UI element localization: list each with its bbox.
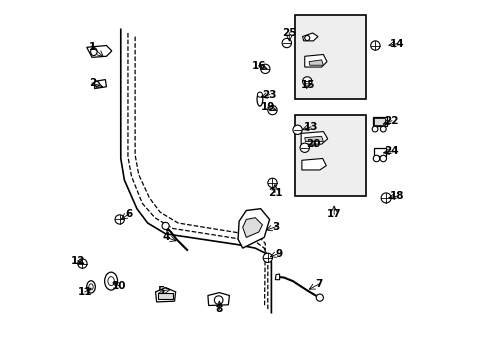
Text: 2: 2	[89, 78, 96, 88]
Bar	[294, 15, 366, 99]
Ellipse shape	[89, 284, 93, 290]
Ellipse shape	[104, 272, 117, 290]
Circle shape	[257, 92, 262, 97]
Ellipse shape	[86, 281, 95, 293]
Text: 13: 13	[303, 122, 317, 132]
Polygon shape	[301, 132, 327, 144]
Ellipse shape	[257, 93, 262, 106]
Text: 3: 3	[272, 222, 279, 231]
Circle shape	[263, 253, 272, 262]
Bar	[158, 293, 172, 299]
Circle shape	[115, 215, 124, 224]
Text: 24: 24	[384, 146, 398, 156]
Circle shape	[316, 294, 323, 301]
Text: 19: 19	[260, 102, 274, 112]
Circle shape	[162, 222, 169, 229]
Ellipse shape	[108, 276, 114, 285]
Text: 25: 25	[282, 28, 296, 38]
Polygon shape	[207, 293, 229, 306]
Bar	[294, 116, 366, 196]
Circle shape	[267, 105, 277, 115]
Text: 14: 14	[389, 39, 404, 49]
Text: 1: 1	[89, 42, 96, 52]
Polygon shape	[155, 288, 175, 302]
Text: 21: 21	[267, 188, 282, 198]
Polygon shape	[275, 274, 279, 280]
Circle shape	[304, 36, 309, 41]
Text: 15: 15	[301, 80, 315, 90]
Bar	[373, 118, 384, 125]
Text: 8: 8	[215, 304, 223, 314]
Text: 11: 11	[78, 287, 92, 297]
Polygon shape	[304, 136, 323, 141]
Polygon shape	[86, 45, 112, 57]
Text: 23: 23	[262, 90, 276, 100]
Circle shape	[380, 126, 386, 132]
Circle shape	[214, 296, 223, 305]
Text: 7: 7	[315, 279, 322, 289]
Bar	[372, 117, 386, 126]
Bar	[373, 148, 386, 156]
Polygon shape	[238, 209, 269, 248]
Text: 5: 5	[157, 286, 164, 296]
Text: 16: 16	[251, 61, 265, 71]
Circle shape	[371, 126, 377, 132]
Text: 17: 17	[326, 209, 341, 219]
Circle shape	[282, 39, 291, 48]
Polygon shape	[304, 54, 326, 67]
Text: 12: 12	[70, 256, 85, 266]
Circle shape	[292, 125, 302, 134]
Polygon shape	[301, 158, 325, 170]
Polygon shape	[242, 218, 262, 237]
Text: 6: 6	[125, 209, 132, 219]
Polygon shape	[308, 60, 323, 65]
Circle shape	[94, 81, 99, 86]
Circle shape	[302, 77, 311, 86]
Polygon shape	[94, 80, 106, 89]
Circle shape	[379, 155, 386, 162]
Text: 4: 4	[163, 232, 170, 242]
Circle shape	[300, 143, 309, 152]
Text: 10: 10	[111, 281, 126, 291]
Text: 18: 18	[389, 191, 404, 201]
Text: 22: 22	[384, 116, 398, 126]
Circle shape	[260, 64, 269, 73]
Ellipse shape	[90, 48, 97, 55]
Circle shape	[370, 41, 379, 50]
Polygon shape	[302, 33, 317, 41]
Circle shape	[380, 193, 390, 203]
Circle shape	[78, 259, 87, 268]
Circle shape	[372, 155, 379, 162]
Text: 20: 20	[306, 139, 320, 149]
Text: 9: 9	[274, 248, 282, 258]
Circle shape	[267, 178, 277, 188]
